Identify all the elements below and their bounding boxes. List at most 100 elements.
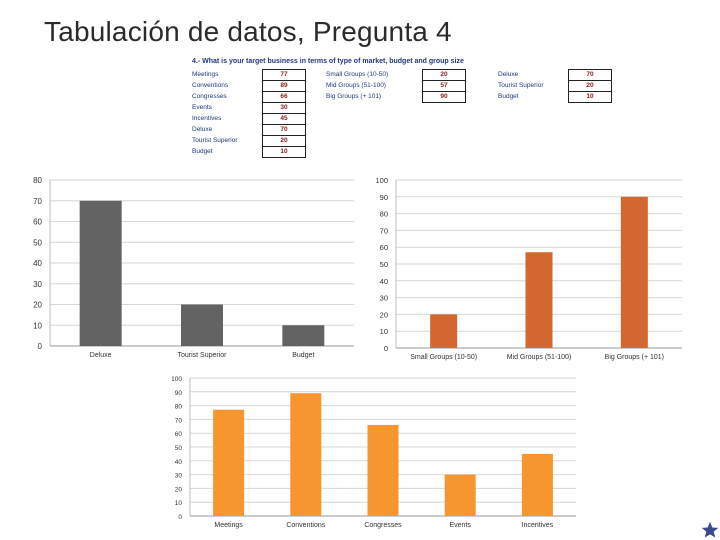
y-tick-label: 20 <box>380 310 388 319</box>
bar <box>79 200 122 346</box>
y-tick-label: 30 <box>33 280 42 289</box>
bar <box>290 393 322 516</box>
x-category-label: Congresses <box>364 522 402 529</box>
market-value: 10 <box>262 146 306 158</box>
chart-budget: 0 10 20 30 40 50 60 70 80 Deluxe Tourist Superior B… <box>18 170 362 362</box>
market-row: Tourist Superior 20 <box>190 135 306 147</box>
x-category-label: Incentives <box>522 522 554 529</box>
x-category-label: Big Groups (+ 101) <box>605 354 664 361</box>
budget-label: Tourist Superior <box>498 82 544 89</box>
budget-value: 70 <box>568 69 612 81</box>
y-tick-label: 70 <box>175 417 183 424</box>
market-value: 45 <box>262 113 306 125</box>
chart-group-size-svg: 0 10 20 30 40 50 60 70 80 90 100 Small Groups (10-5… <box>375 176 682 361</box>
budget-label: Budget <box>498 93 519 100</box>
x-category-label: Small Groups (10-50) <box>410 354 477 361</box>
chart-market-type: 0 10 20 30 40 50 60 70 80 90 100 Meetings Convention… <box>158 370 590 530</box>
y-tick-label: 70 <box>33 197 42 206</box>
group-label: Big Groups (+ 101) <box>326 93 382 100</box>
bar <box>444 474 476 516</box>
y-tick-label: 30 <box>380 294 388 303</box>
star-icon[interactable] <box>701 521 719 539</box>
y-tick-label: 80 <box>33 176 42 185</box>
y-tick-label: 20 <box>175 486 183 493</box>
y-tick-label: 90 <box>175 390 183 397</box>
bar <box>367 424 399 516</box>
y-tick-label: 50 <box>175 445 183 452</box>
bar <box>525 252 553 348</box>
market-row: Congresses 66 <box>190 91 306 103</box>
group-label: Mid Groups (51-100) <box>326 82 386 89</box>
market-row: Conventions 89 <box>190 80 306 92</box>
budget-row: Tourist Superior 20 <box>496 80 612 92</box>
market-label: Incentives <box>192 115 222 122</box>
market-value: 77 <box>262 69 306 81</box>
y-tick-label: 60 <box>33 218 42 227</box>
market-row: Deluxe 70 <box>190 124 306 136</box>
market-value: 30 <box>262 102 306 114</box>
budget-label: Deluxe <box>498 71 519 78</box>
market-row: Incentives 45 <box>190 113 306 125</box>
market-label: Deluxe <box>192 126 213 133</box>
y-tick-label: 100 <box>171 376 182 383</box>
market-row: Meetings 77 <box>190 69 306 81</box>
y-tick-label: 10 <box>380 327 388 336</box>
x-category-label: Events <box>449 522 471 529</box>
y-tick-label: 50 <box>33 238 42 247</box>
group-value: 20 <box>422 69 466 81</box>
y-tick-label: 80 <box>175 404 183 411</box>
y-tick-label: 60 <box>380 243 388 252</box>
y-tick-label: 70 <box>380 226 388 235</box>
budget-value: 10 <box>568 91 612 103</box>
survey-table: 4.- What is your target business in term… <box>190 58 620 162</box>
bar <box>521 453 553 516</box>
bar <box>213 409 245 516</box>
x-category-label: Meetings <box>214 522 243 529</box>
market-value: 89 <box>262 80 306 92</box>
group-label: Small Groups (10-50) <box>326 71 389 78</box>
market-label: Events <box>192 104 212 111</box>
y-tick-label: 20 <box>33 301 42 310</box>
group-value: 57 <box>422 80 466 92</box>
slide-title: Tabulación de datos, Pregunta 4 <box>44 16 452 47</box>
market-label: Conventions <box>192 82 229 89</box>
x-category-label: Mid Groups (51-100) <box>507 354 572 361</box>
market-row: Budget 10 <box>190 146 306 158</box>
market-value: 66 <box>262 91 306 103</box>
budget-row: Budget 10 <box>496 91 612 103</box>
bar <box>181 304 223 346</box>
y-tick-label: 0 <box>38 342 43 351</box>
x-category-label: Deluxe <box>90 352 112 359</box>
budget-table: Deluxe 70 Tourist Superior 20 Budget 10 <box>496 69 612 103</box>
x-category-label: Conventions <box>286 522 325 529</box>
bar <box>282 325 325 346</box>
group-row: Mid Groups (51-100) 57 <box>324 80 466 92</box>
group-row: Big Groups (+ 101) 90 <box>324 91 466 103</box>
group-value: 90 <box>422 91 466 103</box>
market-label: Tourist Superior <box>192 137 238 144</box>
market-label: Meetings <box>192 71 219 78</box>
y-tick-label: 80 <box>380 210 388 219</box>
y-tick-label: 40 <box>380 277 388 286</box>
x-category-label: Budget <box>292 352 314 359</box>
chart-budget-svg: 0 10 20 30 40 50 60 70 80 Deluxe Tourist Superior B… <box>33 176 354 359</box>
table-heading: 4.- What is your target business in term… <box>192 58 464 65</box>
bar <box>620 196 648 348</box>
y-tick-label: 0 <box>178 514 182 521</box>
market-row: Events 30 <box>190 102 306 114</box>
market-label: Budget <box>192 148 213 155</box>
y-tick-label: 40 <box>33 259 42 268</box>
group-size-table: Small Groups (10-50) 20 Mid Groups (51-100… <box>324 69 466 103</box>
market-value: 20 <box>262 135 306 147</box>
market-value: 70 <box>262 124 306 136</box>
chart-group-size: 0 10 20 30 40 50 60 70 80 90 100 Small Groups (10-5… <box>364 170 686 370</box>
y-tick-label: 10 <box>33 321 42 330</box>
budget-value: 20 <box>568 80 612 92</box>
chart-market-type-svg: 0 10 20 30 40 50 60 70 80 90 100 Meetings Convention… <box>171 376 576 529</box>
y-tick-label: 50 <box>380 260 388 269</box>
y-tick-label: 100 <box>375 176 388 185</box>
group-row: Small Groups (10-50) 20 <box>324 69 466 81</box>
x-category-label: Tourist Superior <box>177 352 227 359</box>
y-tick-label: 90 <box>380 193 388 202</box>
market-label: Congresses <box>192 93 227 100</box>
